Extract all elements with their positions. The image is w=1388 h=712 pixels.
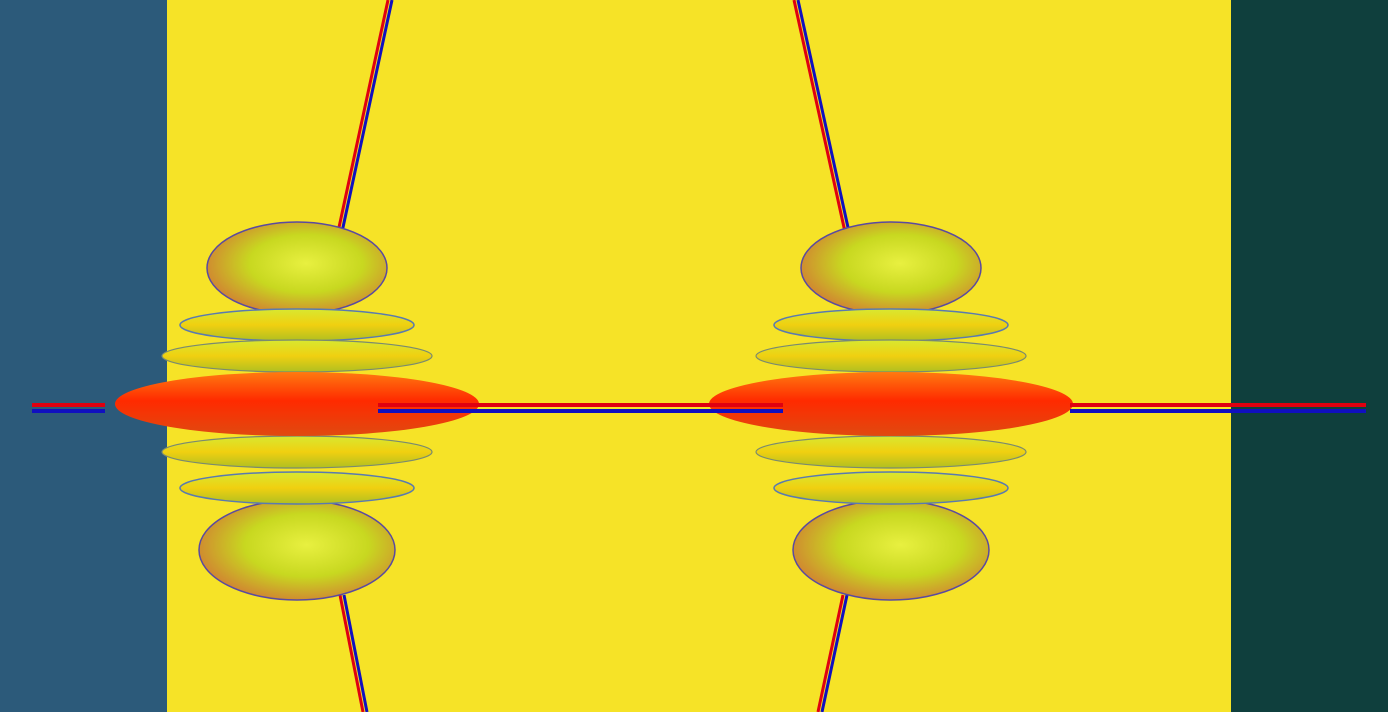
axis-line xyxy=(796,0,851,233)
axis-line xyxy=(340,0,394,233)
left-panel xyxy=(0,0,167,712)
axis-line xyxy=(342,594,369,712)
axis-line xyxy=(792,0,847,233)
axis-lines xyxy=(336,0,851,712)
right-panel xyxy=(1231,0,1388,712)
axis-line xyxy=(820,594,849,712)
axis-line xyxy=(338,594,365,712)
horizontal-axis xyxy=(32,403,1366,413)
axis-line xyxy=(336,0,390,233)
axis-line xyxy=(816,594,845,712)
